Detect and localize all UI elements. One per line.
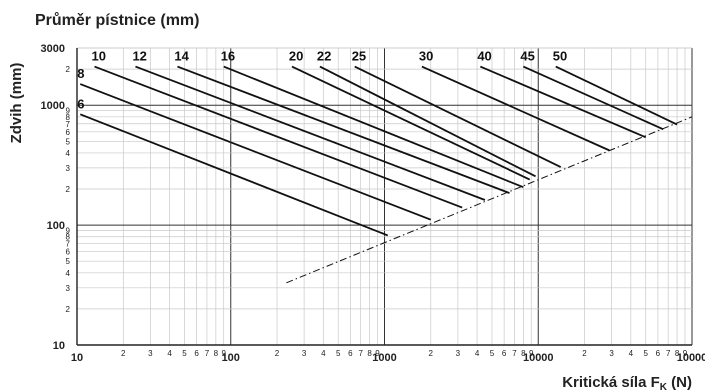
- x-axis-label-unit: (N): [667, 374, 692, 391]
- x-minor-tick-label: 6: [348, 349, 353, 358]
- series-line-8: [79, 83, 432, 221]
- x-minor-tick-label: 8: [367, 349, 372, 358]
- x-minor-tick-label: 9: [529, 349, 534, 358]
- series-label-40: 40: [477, 49, 491, 64]
- y-minor-tick-label: 3: [66, 284, 71, 293]
- x-minor-tick-label: 3: [148, 349, 153, 358]
- x-minor-tick-label: 7: [666, 349, 671, 358]
- y-axis-label: Zdvih (mm): [8, 63, 25, 144]
- x-minor-tick-label: 7: [358, 349, 363, 358]
- y-minor-tick-label: 4: [66, 269, 71, 278]
- y-minor-tick-label: 9: [66, 107, 71, 116]
- y-minor-tick-label: 2: [66, 65, 71, 74]
- x-minor-tick-label: 8: [521, 349, 526, 358]
- x-tick-label: 10: [71, 352, 83, 364]
- x-minor-tick-label: 9: [375, 349, 380, 358]
- y-minor-tick-label: 3: [66, 164, 71, 173]
- series-line-40: [479, 65, 647, 139]
- x-minor-tick-label: 2: [121, 349, 126, 358]
- series-line-25: [354, 65, 562, 168]
- series-line-50: [555, 65, 678, 126]
- series-label-25: 25: [352, 49, 366, 64]
- y-minor-tick-label: 2: [66, 305, 71, 314]
- series-label-14: 14: [174, 49, 189, 64]
- series-label-10: 10: [92, 49, 106, 64]
- x-minor-tick-label: 4: [167, 349, 172, 358]
- y-minor-tick-label: 8: [66, 233, 71, 242]
- series-line-22: [319, 65, 536, 178]
- x-tick-label: 10000: [523, 352, 554, 364]
- series-line-10: [94, 65, 463, 209]
- series-line-12: [135, 65, 486, 201]
- x-minor-tick-label: 6: [502, 349, 507, 358]
- series-line-16: [223, 65, 524, 189]
- series-line-30: [421, 65, 610, 152]
- chart-title: Průměr pístnice (mm): [35, 12, 199, 29]
- series-label-50: 50: [553, 49, 567, 64]
- y-tick-label: 10: [53, 340, 65, 352]
- x-minor-tick-label: 6: [656, 349, 661, 358]
- x-axis-label-subscript: K: [660, 382, 668, 391]
- y-tick-label: 3000: [41, 43, 65, 55]
- x-tick-label: 10000: [677, 352, 705, 364]
- y-minor-tick-label: 2: [66, 185, 71, 194]
- y-minor-tick-label: 8: [66, 113, 71, 122]
- x-minor-tick-label: 4: [475, 349, 480, 358]
- x-tick-label: 100: [222, 352, 240, 364]
- series-label-8: 8: [77, 66, 84, 81]
- x-axis-label: Kritická síla FK (N): [562, 374, 692, 391]
- x-minor-tick-label: 5: [182, 349, 187, 358]
- x-minor-tick-label: 8: [675, 349, 680, 358]
- limit-line: [286, 116, 693, 284]
- series-label-22: 22: [317, 49, 331, 64]
- y-tick-label: 100: [47, 220, 65, 232]
- x-minor-tick-label: 6: [194, 349, 199, 358]
- y-minor-tick-label: 5: [66, 137, 71, 146]
- x-minor-tick-label: 3: [609, 349, 614, 358]
- y-minor-tick-label: 7: [66, 120, 71, 129]
- y-minor-tick-label: 4: [66, 149, 71, 158]
- series-label-45: 45: [520, 49, 534, 64]
- x-minor-tick-label: 8: [214, 349, 219, 358]
- x-minor-tick-label: 3: [456, 349, 461, 358]
- x-minor-tick-label: 3: [302, 349, 307, 358]
- x-minor-tick-label: 9: [221, 349, 226, 358]
- x-tick-label: 1000: [372, 352, 396, 364]
- x-minor-tick-label: 5: [490, 349, 495, 358]
- grid: [76, 47, 693, 346]
- series-line-20: [291, 65, 531, 181]
- series-line-14: [177, 65, 510, 194]
- y-tick-label: 1000: [41, 100, 65, 112]
- y-minor-tick-label: 6: [66, 248, 71, 257]
- y-minor-tick-label: 6: [66, 128, 71, 137]
- x-minor-tick-label: 7: [512, 349, 517, 358]
- x-minor-tick-label: 4: [321, 349, 326, 358]
- x-minor-tick-label: 2: [275, 349, 280, 358]
- series-lines: [79, 65, 693, 284]
- series-line-6: [79, 113, 389, 237]
- x-minor-tick-label: 9: [683, 349, 688, 358]
- series-label-30: 30: [419, 49, 433, 64]
- x-minor-tick-label: 7: [205, 349, 210, 358]
- series-label-6: 6: [77, 96, 84, 111]
- y-minor-tick-label: 7: [66, 240, 71, 249]
- y-minor-tick-label: 5: [66, 257, 71, 266]
- series-labels: 6 8 10 12 14 16 20 22 25 30 40 45 50: [77, 49, 567, 112]
- x-minor-tick-label: 5: [336, 349, 341, 358]
- series-label-16: 16: [221, 49, 235, 64]
- x-minor-tick-label: 4: [629, 349, 634, 358]
- series-label-20: 20: [289, 49, 303, 64]
- x-minor-tick-label: 5: [643, 349, 648, 358]
- series-line-45: [522, 65, 664, 131]
- x-axis-label-main: Kritická síla F: [562, 374, 660, 391]
- y-minor-tick-label: 9: [66, 227, 71, 236]
- x-minor-tick-label: 2: [582, 349, 587, 358]
- x-minor-tick-label: 2: [429, 349, 434, 358]
- series-label-12: 12: [132, 49, 146, 64]
